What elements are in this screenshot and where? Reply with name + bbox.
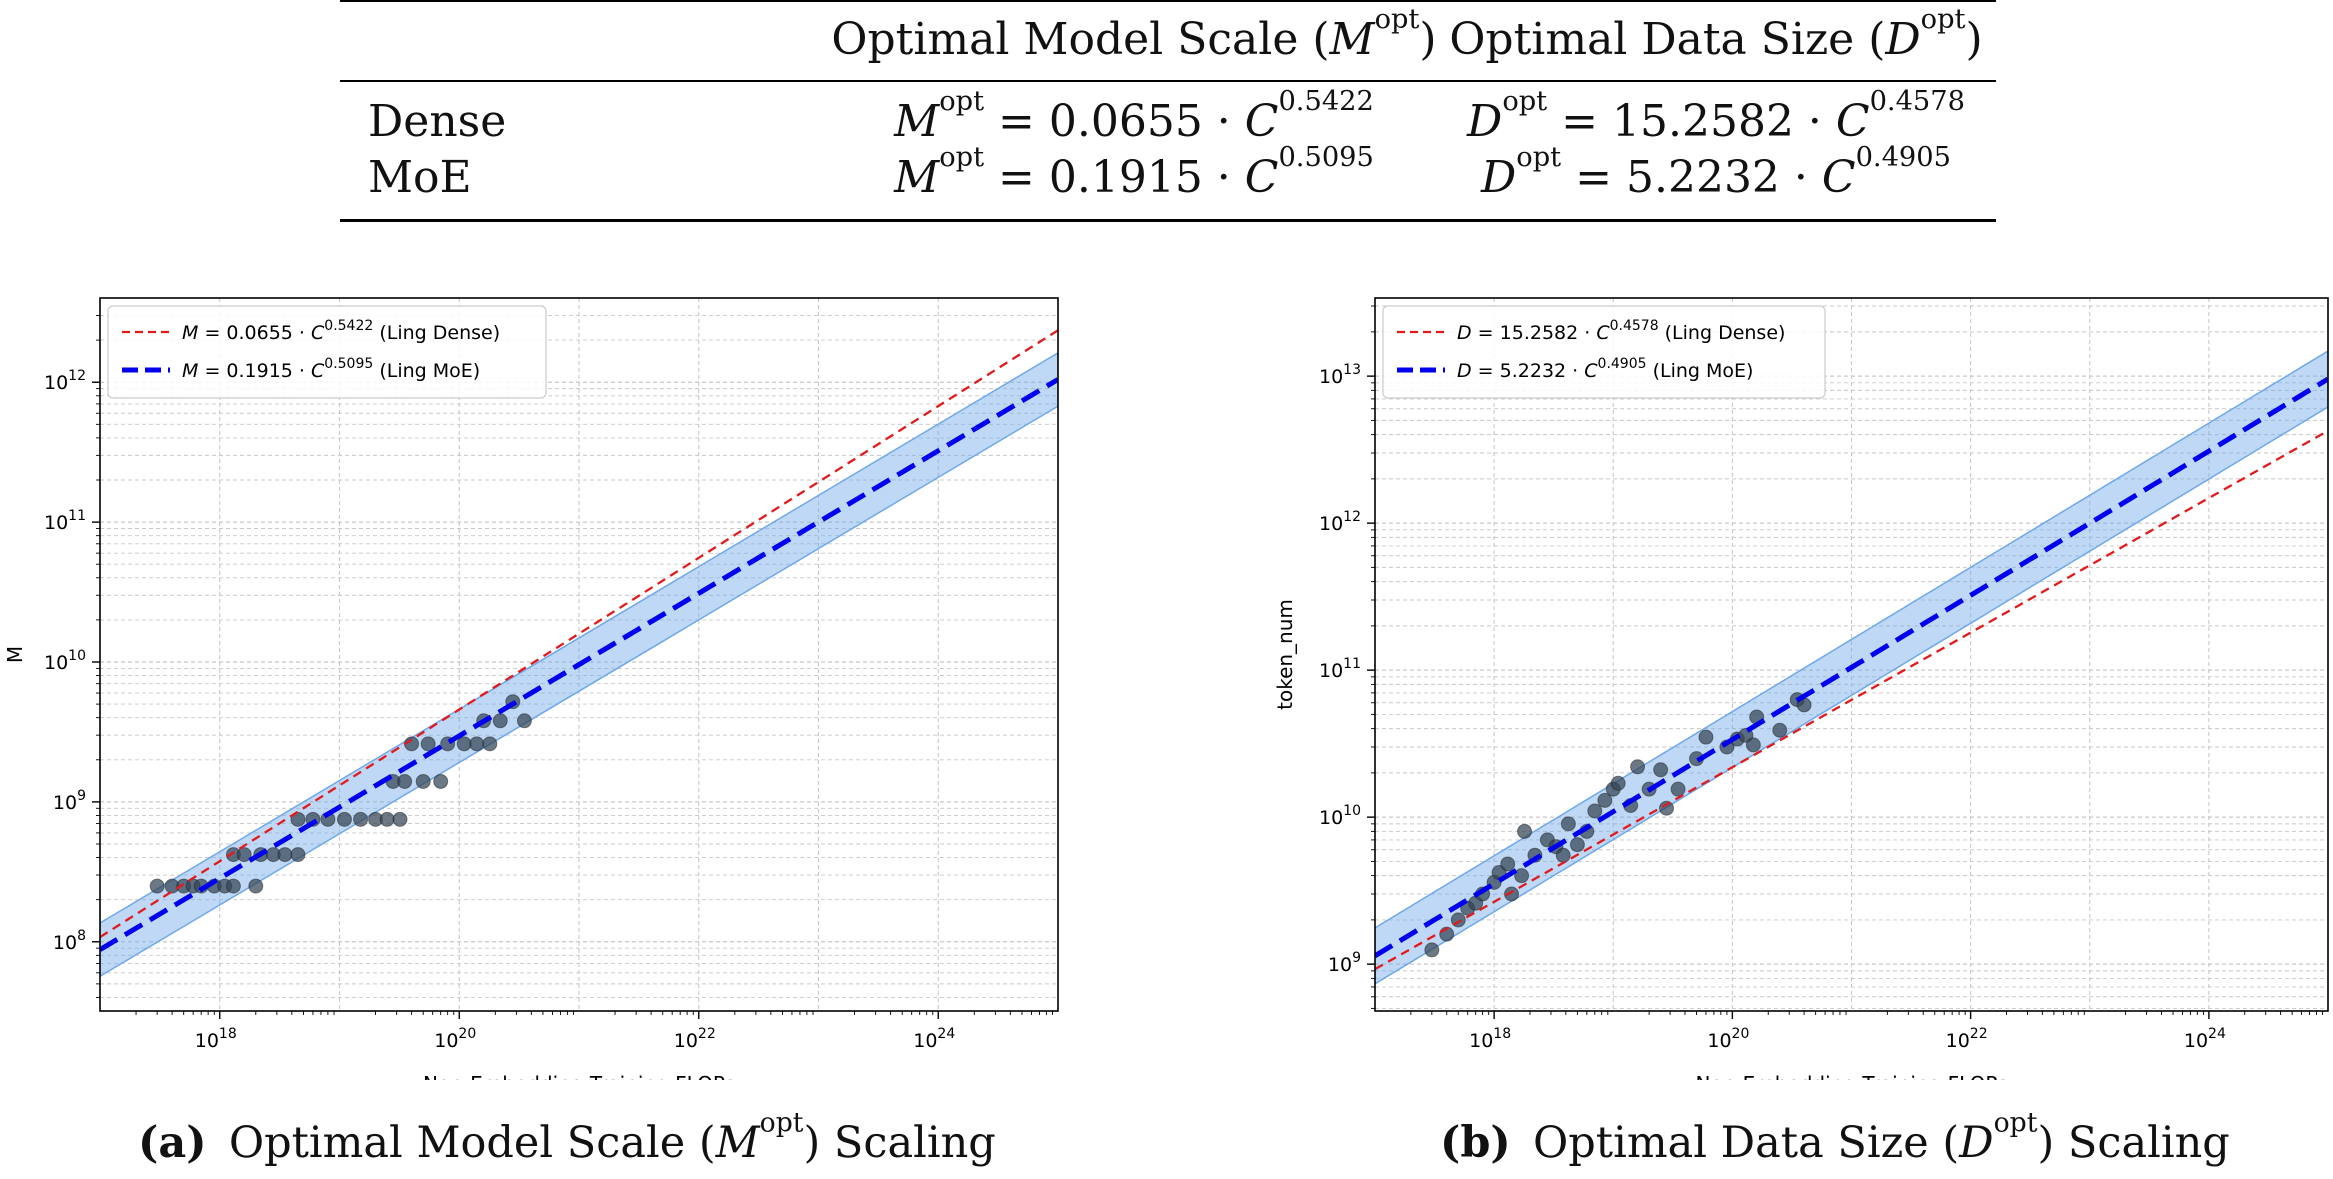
grid-lines xyxy=(100,298,1058,1011)
y-tick-label: 1010 xyxy=(1319,803,1361,829)
data-point xyxy=(420,736,436,752)
legend-box xyxy=(1382,305,1826,399)
x-tick-label: 1018 xyxy=(195,1026,237,1052)
x-tick-label: 1022 xyxy=(674,1026,716,1052)
col-header-model-scale: Optimal Model Scale (Mopt) xyxy=(831,4,1437,65)
y-tick-label: 109 xyxy=(53,788,86,814)
data-point xyxy=(336,811,352,827)
chart-data-size: 1018 1020 1022 1024 109 1010 1011 1012 1013 Non-E… xyxy=(1273,297,2329,1080)
data-point xyxy=(492,713,508,729)
y-axis-label: M xyxy=(3,646,27,663)
data-point xyxy=(1517,823,1533,839)
y-tick-label: 1011 xyxy=(44,508,86,534)
plot-area xyxy=(100,329,1058,978)
x-tick-label: 1022 xyxy=(1946,1026,1988,1052)
data-point xyxy=(392,811,408,827)
data-point xyxy=(482,736,498,752)
legend-entry: M = 0.1915 · C0.5095 (Ling MoE) xyxy=(182,356,480,382)
plot-frame xyxy=(99,297,1059,1012)
dense-model-scale-formula: Mopt = 0.0655 · C0.5422 xyxy=(894,86,1374,147)
legend: M = 0.0655 · C0.5422 (Ling Dense) M = 0.1… xyxy=(107,305,547,399)
legend-entry: M = 0.0655 · C0.5422 (Ling Dense) xyxy=(182,318,500,344)
legend: D = 15.2582 · C0.4578 (Ling Dense) D = 5.… xyxy=(1382,305,1826,399)
table-mid-rule xyxy=(340,80,1996,82)
y-axis-label: token_num xyxy=(1273,599,1297,710)
data-point xyxy=(277,847,293,863)
data-point xyxy=(1670,781,1686,797)
data-point xyxy=(1653,762,1669,778)
y-tick-label: 109 xyxy=(1328,950,1361,976)
table-top-rule xyxy=(340,0,1996,2)
data-point xyxy=(1500,856,1516,872)
x-tick-label: 1024 xyxy=(913,1026,955,1052)
moe-model-scale-formula: Mopt = 0.1915 · C0.5095 xyxy=(894,142,1374,203)
data-point xyxy=(433,773,449,789)
data-point xyxy=(469,736,485,752)
data-point xyxy=(1569,837,1585,853)
data-point xyxy=(1514,868,1530,884)
fit-line-dense xyxy=(100,329,1058,939)
data-point xyxy=(225,878,241,894)
data-point xyxy=(290,847,306,863)
x-tick-label: 1020 xyxy=(434,1026,476,1052)
col-header-data-size: Optimal Data Size (Dopt) xyxy=(1449,4,1983,65)
scaling-law-table: Optimal Model Scale (Mopt) Optimal Data … xyxy=(0,0,2333,240)
data-point xyxy=(1772,722,1788,738)
y-tick-label: 1010 xyxy=(44,648,86,674)
x-tick-label: 1024 xyxy=(2184,1026,2226,1052)
x-tick-label: 1020 xyxy=(1707,1026,1749,1052)
data-point xyxy=(248,878,264,894)
data-point xyxy=(1659,800,1675,816)
moe-data-size-formula: Dopt = 5.2232 · C0.4905 xyxy=(1481,142,1951,203)
y-tick-label: 1013 xyxy=(1319,362,1361,388)
y-tick-label: 1012 xyxy=(44,368,86,394)
data-point xyxy=(1630,759,1646,775)
data-point xyxy=(1560,816,1576,832)
chart-model-scale: 1018 1020 1022 1024 108 109 1010 1011 1012 Non-Em… xyxy=(3,297,1059,1080)
data-point xyxy=(1698,729,1714,745)
data-point xyxy=(456,736,472,752)
dense-data-size-formula: Dopt = 15.2582 · C0.4578 xyxy=(1467,86,1965,147)
data-point xyxy=(149,878,165,894)
data-point xyxy=(1555,847,1571,863)
data-point xyxy=(1745,737,1761,753)
data-point xyxy=(379,811,395,827)
plot-frame xyxy=(1374,297,2329,1012)
data-point xyxy=(516,713,532,729)
grid-lines xyxy=(1375,298,2328,1011)
caption-b: (b) Optimal Data Size (Dopt) Scaling xyxy=(1440,1107,2230,1168)
y-tick-label: 1012 xyxy=(1319,509,1361,535)
x-tick-label: 1018 xyxy=(1469,1026,1511,1052)
data-point xyxy=(236,847,252,863)
fit-line-moe xyxy=(1375,376,2328,958)
row-label-dense: Dense xyxy=(368,96,507,147)
legend-entry: D = 5.2232 · C0.4905 (Ling MoE) xyxy=(1457,356,1753,382)
data-point xyxy=(1610,775,1626,791)
legend-box xyxy=(107,305,547,399)
data-point xyxy=(353,811,369,827)
caption-a: (a) Optimal Model Scale (Mopt) Scaling xyxy=(138,1107,996,1168)
x-axis-label: Non-Embedding Training FLOPs xyxy=(1696,1072,2008,1080)
data-point xyxy=(1597,792,1613,808)
data-point xyxy=(1424,942,1440,958)
x-axis-label: Non-Embedding Training FLOPs xyxy=(423,1072,735,1080)
y-tick-label: 108 xyxy=(53,928,86,954)
data-point xyxy=(415,773,431,789)
data-point xyxy=(1587,803,1603,819)
table-bottom-rule xyxy=(340,219,1996,222)
data-point xyxy=(1504,886,1520,902)
fit-line-moe xyxy=(100,377,1058,952)
plot-area xyxy=(1375,350,2328,985)
data-point xyxy=(397,773,413,789)
y-tick-label: 1011 xyxy=(1319,656,1361,682)
row-label-moe: MoE xyxy=(368,152,472,203)
fit-line-dense xyxy=(1375,429,2328,971)
legend-entry: D = 15.2582 · C0.4578 (Ling Dense) xyxy=(1457,318,1785,344)
